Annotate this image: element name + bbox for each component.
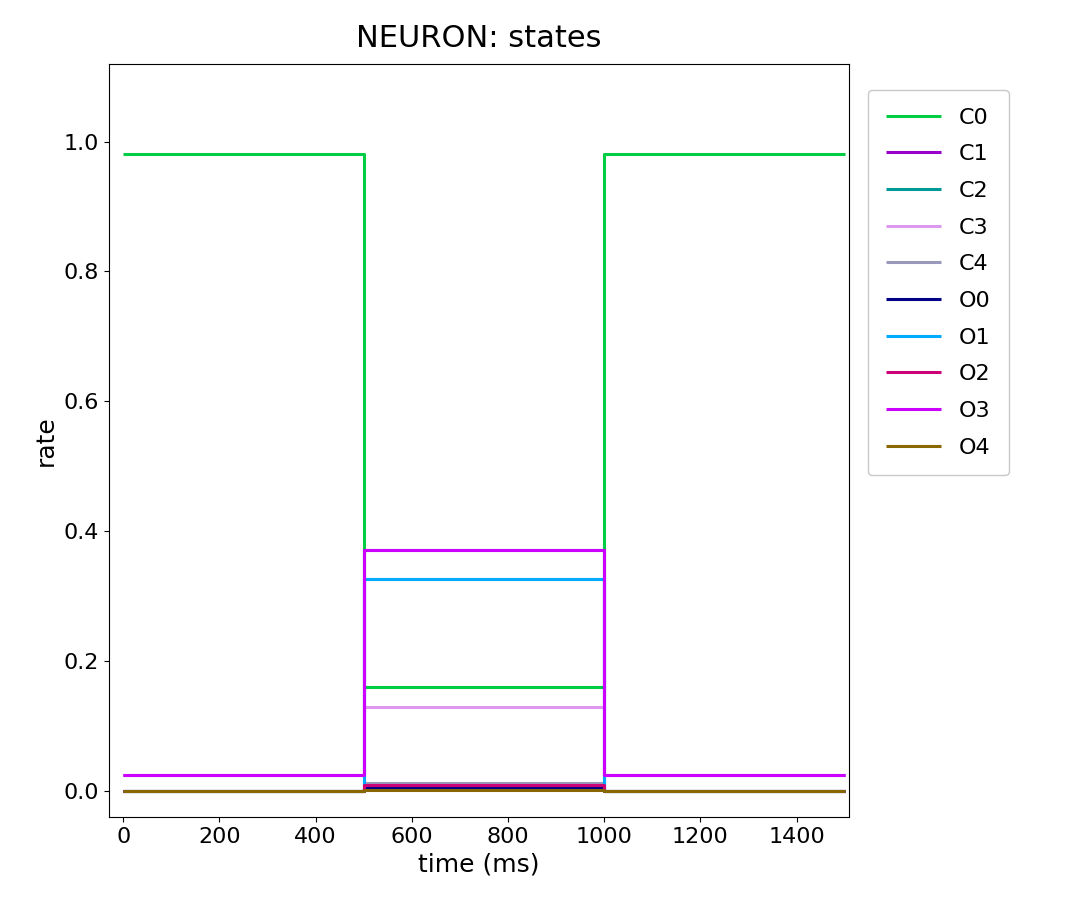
Line: C1: C1 bbox=[123, 549, 845, 775]
C0 bbox=[598, 148, 611, 159]
O1 bbox=[117, 785, 130, 796]
O4 bbox=[357, 785, 370, 796]
O2 bbox=[839, 785, 852, 796]
O4 bbox=[357, 785, 370, 795]
O3 bbox=[839, 770, 852, 781]
C4 bbox=[839, 785, 852, 796]
C0 bbox=[839, 148, 852, 159]
C4 bbox=[117, 785, 130, 796]
C1 bbox=[357, 544, 370, 555]
O1 bbox=[839, 785, 852, 796]
O4 bbox=[598, 785, 611, 796]
C1 bbox=[839, 770, 852, 781]
C0 bbox=[357, 148, 370, 159]
C1 bbox=[598, 544, 611, 555]
C2 bbox=[598, 785, 611, 796]
O4 bbox=[598, 785, 611, 795]
O1 bbox=[357, 573, 370, 584]
Legend: C0, C1, C2, C3, C4, O0, O1, O2, O3, O4: C0, C1, C2, C3, C4, O0, O1, O2, O3, O4 bbox=[868, 90, 1008, 475]
O2 bbox=[357, 785, 370, 796]
Line: O0: O0 bbox=[123, 788, 845, 791]
C2 bbox=[598, 573, 611, 584]
C1 bbox=[357, 770, 370, 781]
O3 bbox=[357, 544, 370, 555]
Title: NEURON: states: NEURON: states bbox=[356, 24, 602, 53]
O2 bbox=[598, 779, 611, 790]
O0 bbox=[839, 785, 852, 796]
O2 bbox=[357, 779, 370, 790]
O3 bbox=[117, 770, 130, 781]
O2 bbox=[598, 785, 611, 796]
C2 bbox=[357, 573, 370, 584]
C4 bbox=[598, 778, 611, 789]
Line: C2: C2 bbox=[123, 578, 845, 791]
O0 bbox=[117, 785, 130, 796]
C3 bbox=[357, 785, 370, 796]
Line: O3: O3 bbox=[123, 549, 845, 775]
O0 bbox=[598, 783, 611, 794]
O2 bbox=[117, 785, 130, 796]
Line: C3: C3 bbox=[123, 706, 845, 791]
C0 bbox=[117, 148, 130, 159]
C3 bbox=[598, 785, 611, 796]
Y-axis label: rate: rate bbox=[34, 415, 58, 466]
C2 bbox=[117, 785, 130, 796]
Line: O4: O4 bbox=[123, 790, 845, 791]
C2 bbox=[357, 785, 370, 796]
C4 bbox=[357, 785, 370, 796]
Line: O1: O1 bbox=[123, 578, 845, 791]
O1 bbox=[598, 573, 611, 584]
C4 bbox=[357, 778, 370, 789]
O1 bbox=[598, 785, 611, 796]
O0 bbox=[357, 783, 370, 794]
O4 bbox=[839, 785, 852, 796]
O0 bbox=[598, 785, 611, 796]
C0 bbox=[357, 682, 370, 693]
O3 bbox=[598, 544, 611, 555]
O1 bbox=[357, 785, 370, 796]
C1 bbox=[117, 770, 130, 781]
Line: C0: C0 bbox=[123, 153, 845, 687]
C3 bbox=[839, 785, 852, 796]
X-axis label: time (ms): time (ms) bbox=[418, 853, 540, 876]
O4 bbox=[117, 785, 130, 796]
C3 bbox=[598, 701, 611, 712]
C1 bbox=[598, 770, 611, 781]
C4 bbox=[598, 785, 611, 796]
C3 bbox=[117, 785, 130, 796]
Line: C4: C4 bbox=[123, 784, 845, 791]
O0 bbox=[357, 785, 370, 796]
C3 bbox=[357, 701, 370, 712]
O3 bbox=[598, 770, 611, 781]
C2 bbox=[839, 785, 852, 796]
O3 bbox=[357, 770, 370, 781]
Line: O2: O2 bbox=[123, 785, 845, 791]
C0 bbox=[598, 682, 611, 693]
